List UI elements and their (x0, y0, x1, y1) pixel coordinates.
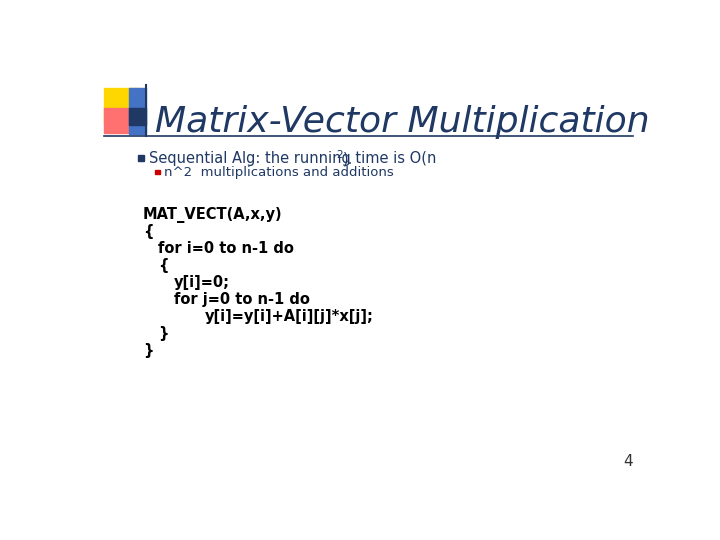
Bar (138, 155, 144, 161)
Bar (104, 108, 129, 132)
Text: y[i]=y[i]+A[i][j]*x[j];: y[i]=y[i]+A[i][j]*x[j]; (204, 309, 374, 324)
Text: 2: 2 (336, 150, 343, 160)
Text: n^2  multiplications and additions: n^2 multiplications and additions (164, 166, 394, 179)
Text: 4: 4 (623, 454, 632, 469)
Text: }: } (158, 326, 168, 341)
Text: for i=0 to n-1 do: for i=0 to n-1 do (158, 241, 294, 256)
Text: y[i]=0;: y[i]=0; (174, 275, 230, 290)
Text: {: { (143, 224, 153, 239)
Text: for j=0 to n-1 do: for j=0 to n-1 do (174, 292, 310, 307)
Bar (129, 108, 145, 125)
Bar (104, 88, 140, 123)
Text: ).: ). (343, 151, 353, 166)
Bar (155, 170, 160, 174)
Text: MAT_VECT(A,x,y): MAT_VECT(A,x,y) (143, 207, 282, 223)
Text: {: { (158, 258, 168, 273)
Text: Matrix-Vector Multiplication: Matrix-Vector Multiplication (155, 105, 649, 139)
Text: Sequential Alg: the running time is O(n: Sequential Alg: the running time is O(n (149, 151, 436, 166)
Text: }: } (143, 343, 153, 358)
Bar (129, 88, 145, 134)
